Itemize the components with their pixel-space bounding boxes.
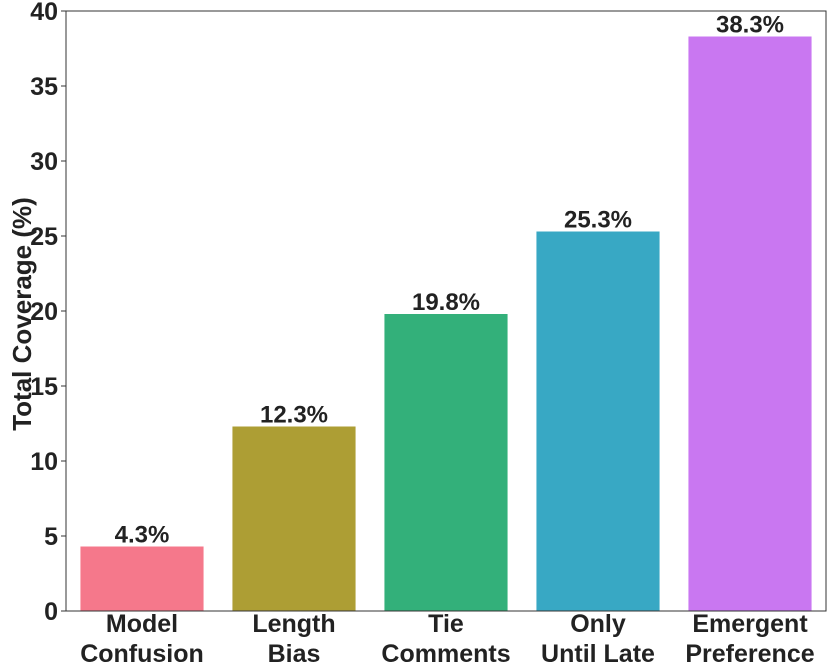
y-tick-label: 20	[30, 298, 58, 326]
bar-value-label: 25.3%	[564, 207, 632, 234]
y-tick-label: 35	[30, 73, 58, 101]
x-category-label: Only	[570, 610, 626, 638]
x-category-label: Comments	[381, 640, 510, 668]
x-category-label: Emergent	[692, 610, 808, 638]
y-tick-label: 5	[44, 523, 58, 551]
bar-value-label: 4.3%	[115, 522, 170, 549]
x-category-label: Length	[252, 610, 335, 638]
bar-value-label: 38.3%	[716, 12, 784, 39]
plot-frame	[65, 10, 827, 612]
bar-value-label: 19.8%	[412, 289, 480, 316]
x-category-label: Tie	[428, 610, 464, 638]
y-tick-label: 0	[44, 598, 58, 626]
bar-value-label: 12.3%	[260, 402, 328, 429]
bar	[688, 36, 812, 611]
y-tick-label: 40	[30, 0, 58, 26]
bar	[384, 314, 508, 611]
bar	[232, 426, 356, 611]
bars	[80, 36, 812, 611]
bar	[536, 231, 660, 611]
y-tick-label: 10	[30, 448, 58, 476]
x-category-label: Until Late	[541, 640, 655, 668]
x-category-label: Preference	[685, 640, 814, 668]
bar	[80, 546, 204, 611]
y-axis-title: Total Coverage (%)	[7, 197, 37, 431]
x-category-label: Bias	[268, 640, 321, 668]
x-category-label: Model	[106, 610, 178, 638]
y-tick-label: 25	[30, 223, 58, 251]
y-axis-ticks: 0 5 10 15 20 25 30 35 40	[30, 0, 66, 626]
x-category-label: Confusion	[80, 640, 204, 668]
y-tick-label: 30	[30, 148, 58, 176]
data-labels: 4.3% 12.3% 19.8% 25.3% 38.3%	[115, 12, 784, 549]
y-tick-label: 15	[30, 373, 58, 401]
